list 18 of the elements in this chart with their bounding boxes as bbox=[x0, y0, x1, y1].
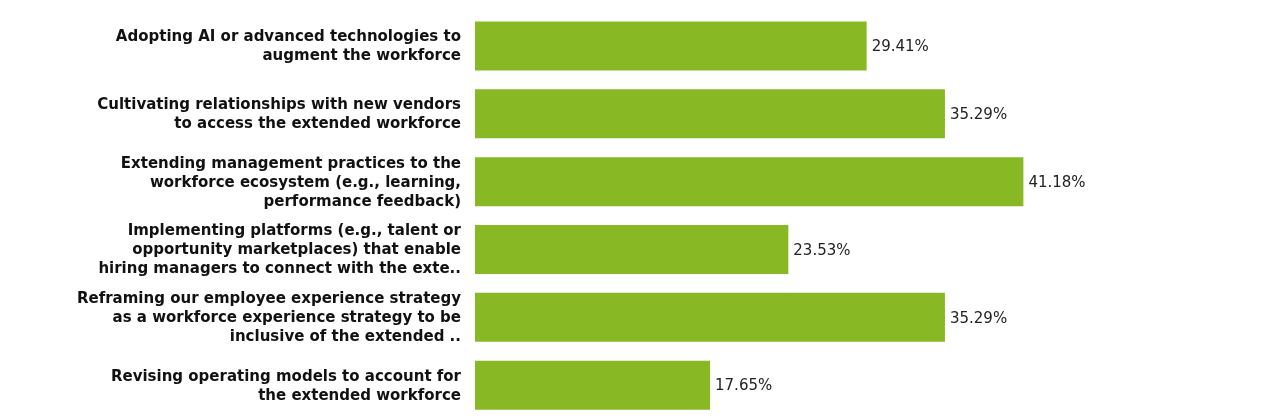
bar bbox=[475, 89, 945, 139]
bar bbox=[475, 360, 711, 410]
y-tick-label: Extending management practices to the workforce ecosystem (e.g., learning, performance feedback) bbox=[120, 153, 461, 210]
y-tick-label: Reframing our employee experience strategy as a workforce experience strategy to be inclusive of the extended .. bbox=[76, 289, 462, 346]
data-label: 35.29% bbox=[949, 308, 1008, 327]
data-label: 29.41% bbox=[871, 37, 929, 56]
y-tick-label: Cultivating relationships with new vendors to access the extended workforce bbox=[97, 95, 462, 133]
bar bbox=[475, 292, 945, 342]
data-label: 35.29% bbox=[949, 105, 1008, 124]
y-tick-label: Implementing platforms (e.g., talent or opportunity marketplaces) that enable hiring managers to connect with the exte.. bbox=[98, 221, 462, 278]
bar bbox=[475, 21, 867, 71]
data-label: 17.65% bbox=[715, 376, 773, 395]
y-tick-label: Adopting AI or advanced technologies to augment the workforce bbox=[115, 27, 461, 65]
y-tick-label: Revising operating models to account for the extended workforce bbox=[110, 366, 462, 404]
data-label: 41.18% bbox=[1028, 172, 1086, 191]
bar bbox=[475, 225, 789, 274]
data-label: 23.53% bbox=[793, 240, 851, 259]
bar bbox=[475, 157, 1024, 207]
